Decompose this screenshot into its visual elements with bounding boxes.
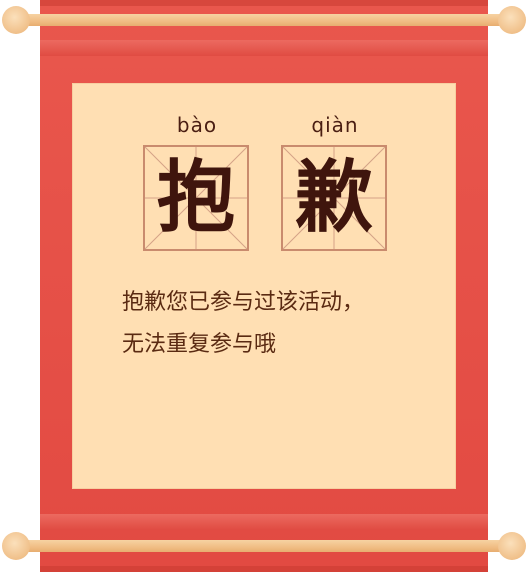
tianzige-grid xyxy=(283,147,385,249)
pinyin-label: qiàn xyxy=(311,113,359,137)
tianzige-box: 抱 xyxy=(143,145,249,251)
rod-knob-right xyxy=(498,532,526,560)
scroll-top-rod xyxy=(0,6,528,34)
rod-knob-left xyxy=(2,532,30,560)
rod-knob-left xyxy=(2,6,30,34)
scroll-top-band xyxy=(40,40,488,56)
scroll-bottom-band xyxy=(40,514,488,530)
scroll-bottom-edge xyxy=(40,566,488,572)
message-line-1: 抱歉您已参与过该活动， xyxy=(122,290,365,315)
pinyin-label: bào xyxy=(176,113,218,137)
heading-char-1: bào 抱 xyxy=(143,112,251,251)
rod-bar xyxy=(18,540,510,552)
paper-panel xyxy=(72,83,456,489)
heading-char-2: qiàn 歉 xyxy=(281,112,389,251)
hanzi-character: 抱 xyxy=(156,153,235,243)
scroll-bottom-rod xyxy=(0,532,528,560)
message-line-2: 无法重复参与哦 xyxy=(122,332,277,357)
hanzi-character: 歉 xyxy=(294,153,373,243)
rod-bar xyxy=(18,14,510,26)
tianzige-grid xyxy=(145,147,247,249)
tianzige-box: 歉 xyxy=(281,145,387,251)
notice-message: 抱歉您已参与过该活动， 无法重复参与哦 xyxy=(122,282,442,366)
scroll-top-edge xyxy=(40,0,488,6)
rod-knob-right xyxy=(498,6,526,34)
